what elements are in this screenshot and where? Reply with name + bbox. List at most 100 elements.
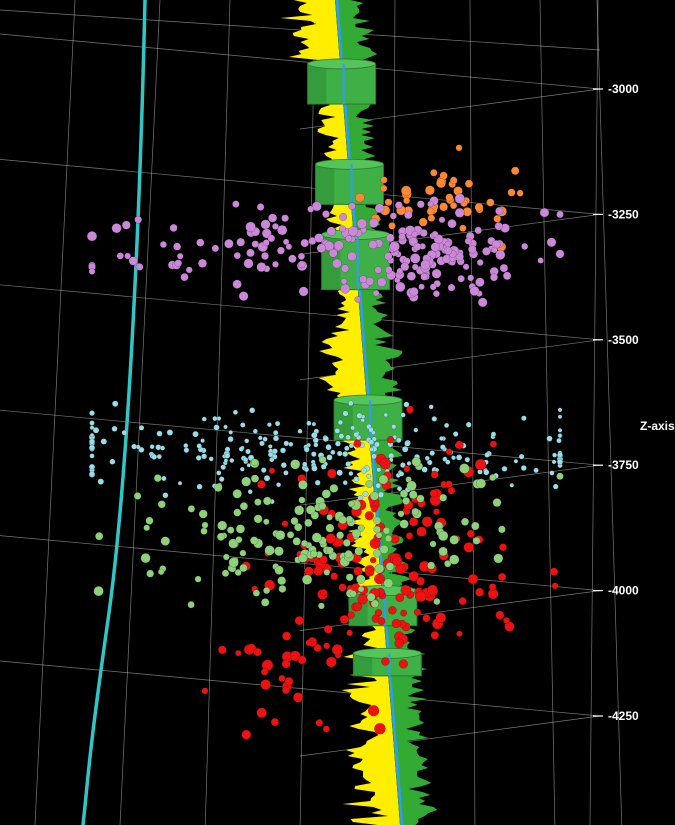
data-point: [121, 220, 131, 230]
data-point: [455, 440, 464, 450]
data-point: [240, 422, 246, 428]
data-point: [239, 466, 245, 472]
data-point: [533, 467, 539, 474]
data-point: [197, 258, 208, 268]
data-point: [429, 489, 438, 498]
data-point: [344, 445, 350, 452]
data-point: [247, 489, 253, 495]
data-point: [398, 659, 409, 669]
data-point: [116, 252, 124, 260]
data-point: [354, 546, 364, 556]
data-point: [465, 421, 472, 428]
data-point: [403, 465, 411, 473]
data-point: [345, 235, 353, 243]
data-point: [334, 440, 341, 447]
data-point: [301, 574, 313, 585]
data-point: [348, 443, 354, 449]
data-point: [427, 214, 436, 222]
data-point: [325, 546, 334, 555]
data-point: [331, 644, 344, 656]
data-point: [372, 289, 380, 297]
data-point: [484, 452, 490, 458]
data-point: [194, 575, 202, 583]
data-point: [471, 521, 480, 531]
data-point: [379, 544, 389, 554]
data-point: [138, 446, 145, 453]
data-point: [374, 722, 386, 735]
data-point: [384, 534, 393, 543]
data-point: [356, 574, 366, 584]
data-point: [464, 456, 471, 463]
data-point: [192, 430, 199, 438]
data-point: [431, 230, 439, 238]
data-point: [286, 531, 295, 539]
data-point: [557, 433, 563, 438]
data-point: [490, 431, 497, 437]
data-point: [421, 466, 428, 473]
data-point: [326, 454, 333, 461]
data-point: [342, 410, 349, 417]
data-point: [384, 252, 393, 261]
data-point: [220, 464, 227, 471]
data-point: [284, 676, 294, 686]
data-point: [89, 410, 95, 417]
data-point: [348, 202, 356, 210]
data-point: [430, 169, 438, 177]
data-point: [228, 538, 239, 549]
data-point: [272, 435, 280, 442]
data-point: [88, 471, 96, 478]
data-point: [124, 252, 131, 260]
data-point: [428, 404, 434, 410]
data-point: [555, 249, 565, 259]
data-point: [234, 568, 242, 577]
data-point: [546, 435, 553, 442]
data-point: [348, 226, 359, 237]
data-point: [521, 415, 527, 422]
data-point: [128, 256, 138, 266]
point-series: [201, 405, 559, 740]
data-point: [362, 490, 369, 497]
data-point: [549, 470, 555, 476]
data-point: [489, 440, 498, 448]
data-point: [380, 176, 388, 184]
grid-line: [0, 535, 601, 591]
data-point: [427, 561, 436, 570]
data-point: [294, 523, 303, 532]
data-point: [281, 686, 290, 695]
data-point: [196, 238, 205, 247]
data-point: [196, 443, 202, 449]
data-point: [208, 456, 214, 462]
data-point: [426, 207, 435, 216]
grid-line: [0, 409, 601, 466]
data-point: [279, 447, 287, 454]
data-point: [546, 237, 557, 248]
data-point: [252, 589, 261, 597]
data-point: [489, 473, 497, 482]
z-tick: -3000: [593, 82, 639, 96]
data-point: [338, 583, 347, 592]
data-point: [134, 215, 143, 224]
data-point: [185, 266, 193, 274]
data-point: [340, 283, 351, 294]
data-point: [556, 458, 564, 466]
data-point: [503, 617, 510, 624]
data-point: [391, 424, 397, 430]
z-tick-label: -4250: [608, 709, 639, 723]
data-point: [375, 482, 382, 489]
data-point: [445, 459, 451, 465]
data-point: [439, 444, 446, 450]
data-point: [449, 201, 458, 210]
data-point: [483, 469, 490, 476]
data-point: [298, 286, 309, 297]
data-point: [374, 563, 385, 574]
data-point: [384, 198, 393, 207]
data-point: [156, 453, 162, 460]
data-point: [520, 464, 527, 472]
data-point: [354, 296, 362, 303]
data-point: [475, 587, 485, 597]
data-point: [93, 585, 104, 597]
data-point: [89, 425, 95, 431]
data-point: [201, 687, 209, 695]
data-point: [260, 668, 269, 676]
data-point: [449, 535, 460, 545]
